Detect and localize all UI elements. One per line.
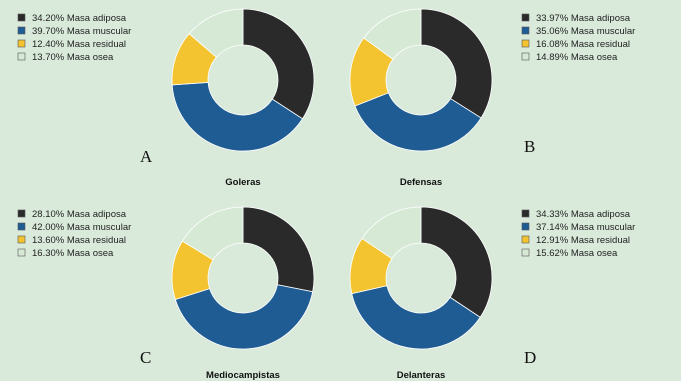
legend-label-masa-muscular: 35.06% Masa muscular [536,26,635,37]
legend-swatch-masa-residual [521,235,530,244]
legend-label-masa-osea: 14.89% Masa osea [536,52,618,63]
legend-label-masa-residual: 12.40% Masa residual [32,39,126,50]
legend: 28.10% Masa adiposa 42.00% Masa muscular 1… [17,209,131,259]
donut-slice-masa-muscular [174,284,314,350]
panel-letter: C [140,348,151,367]
legend-swatch-masa-muscular [17,26,26,35]
legend: 34.33% Masa adiposa 37.14% Masa muscular 1… [521,209,635,259]
panel-letter: D [524,348,536,367]
donut-slice-masa-muscular [171,81,304,152]
legend-swatch-masa-adiposa [521,209,530,218]
panel-letter: B [524,137,535,156]
donut-slice-masa-osea [188,8,244,58]
legend-label-masa-residual: 12.91% Masa residual [536,235,630,246]
legend-swatch-masa-muscular [521,26,530,35]
legend-swatch-masa-adiposa [521,13,530,22]
legend-label-masa-muscular: 39.70% Masa muscular [32,26,131,37]
legend-label-masa-muscular: 37.14% Masa muscular [536,222,635,233]
chart-panel-mediocampistas: 28.10% Masa adiposa 42.00% Masa muscular 1… [17,206,315,381]
legend-swatch-masa-muscular [17,222,26,231]
chart-panel-goleras: 34.20% Masa adiposa 39.70% Masa muscular 1… [17,8,315,188]
legend-swatch-masa-adiposa [17,209,26,218]
legend-swatch-masa-residual [17,235,26,244]
legend-swatch-masa-residual [521,39,530,48]
chart-panel-delanteras: 34.33% Masa adiposa 37.14% Masa muscular 1… [349,206,635,381]
legend-label-masa-residual: 16.08% Masa residual [536,39,630,50]
legend-swatch-masa-muscular [521,222,530,231]
legend-label-masa-residual: 13.60% Masa residual [32,235,126,246]
panel-title: Mediocampistas [206,370,280,381]
donut-slice-masa-adiposa [420,206,493,318]
donut-slice-masa-osea [181,206,244,261]
legend-label-masa-osea: 13.70% Masa osea [32,52,114,63]
donut-slice-masa-adiposa [242,206,315,293]
legend-label-masa-adiposa: 28.10% Masa adiposa [32,209,127,220]
legend: 34.20% Masa adiposa 39.70% Masa muscular 1… [17,13,131,63]
legend-swatch-masa-osea [17,248,26,257]
panel-title: Defensas [400,177,442,188]
donut-slice-masa-osea [363,8,422,60]
legend-swatch-masa-osea [521,248,530,257]
donut-slice-masa-muscular [354,92,482,152]
legend-swatch-masa-adiposa [17,13,26,22]
chart-panel-defensas: 33.97% Masa adiposa 35.06% Masa muscular 1… [349,8,635,188]
donut-slice-masa-adiposa [242,8,315,120]
panel-title: Goleras [225,177,260,188]
donut-slice-masa-osea [361,206,422,260]
legend-label-masa-muscular: 42.00% Masa muscular [32,222,131,233]
legend-label-masa-osea: 15.62% Masa osea [536,248,618,259]
legend: 33.97% Masa adiposa 35.06% Masa muscular 1… [521,13,635,63]
donut-slice-masa-muscular [351,285,481,350]
legend-label-masa-adiposa: 34.20% Masa adiposa [32,13,127,24]
legend-swatch-masa-osea [17,52,26,61]
legend-swatch-masa-osea [521,52,530,61]
legend-swatch-masa-residual [17,39,26,48]
legend-label-masa-adiposa: 33.97% Masa adiposa [536,13,631,24]
donut-slice-masa-adiposa [420,8,493,119]
legend-label-masa-adiposa: 34.33% Masa adiposa [536,209,631,220]
panel-title: Delanteras [397,370,446,381]
panel-letter: A [140,147,153,166]
legend-label-masa-osea: 16.30% Masa osea [32,248,114,259]
